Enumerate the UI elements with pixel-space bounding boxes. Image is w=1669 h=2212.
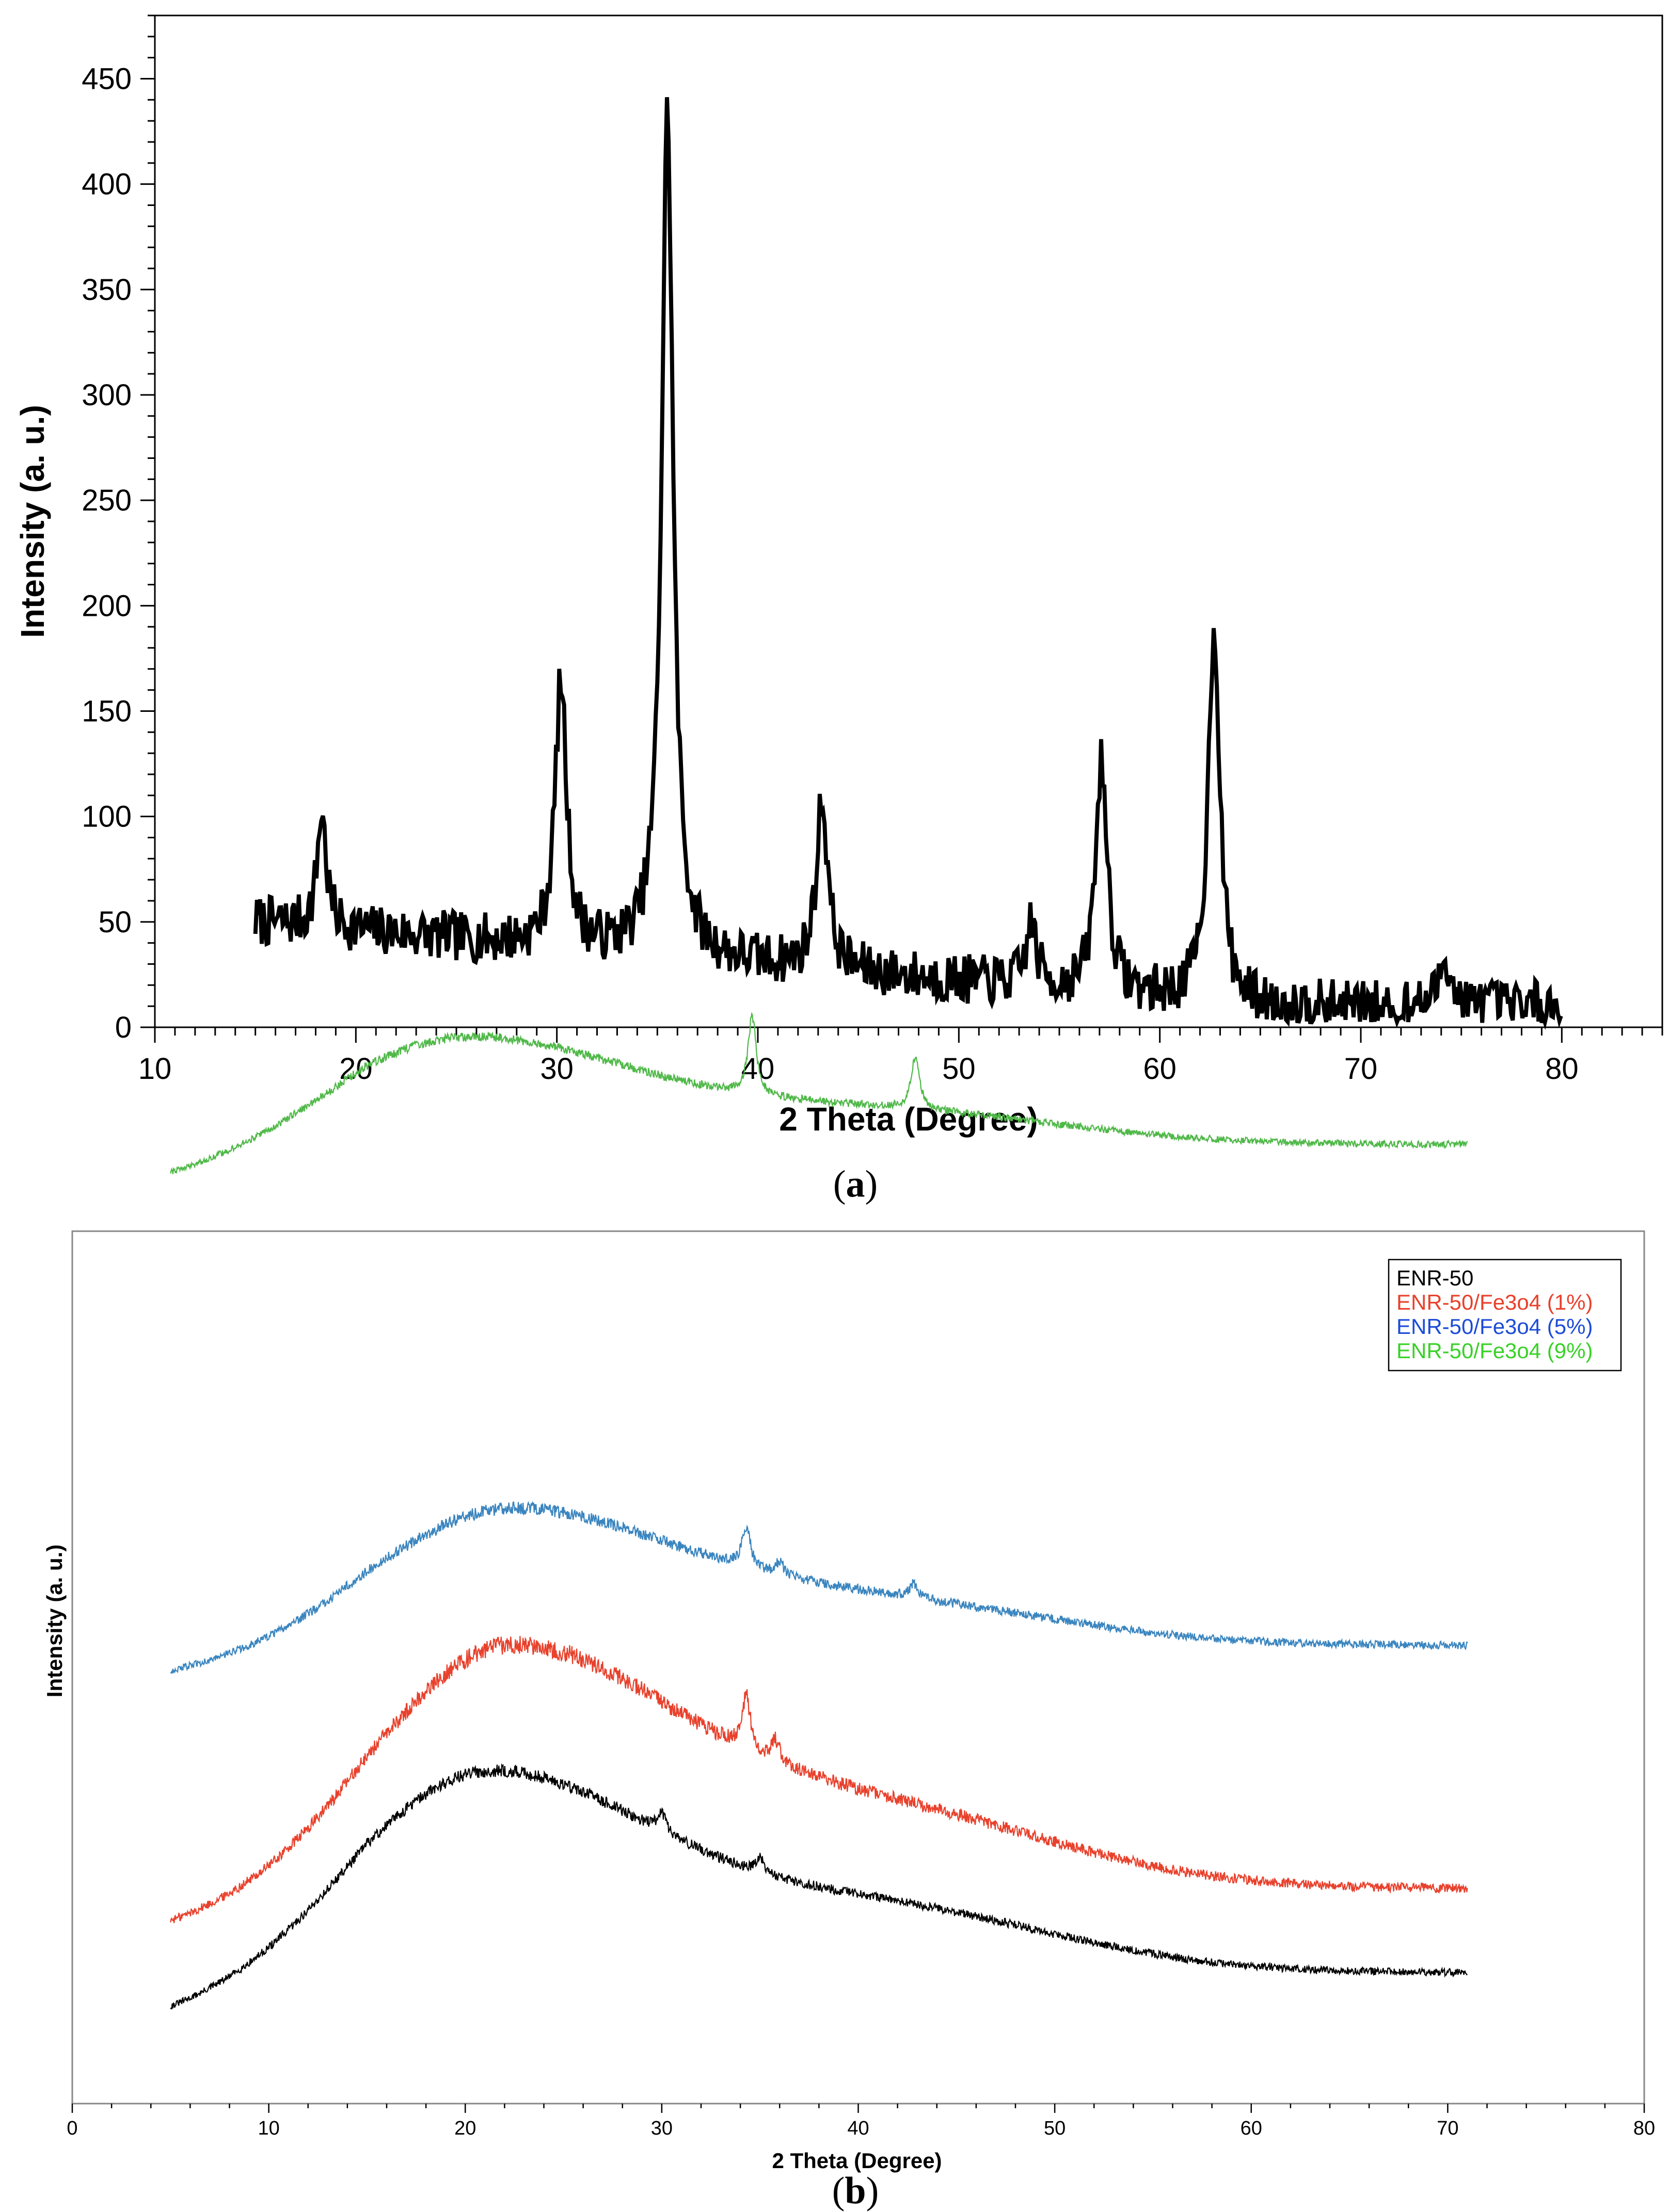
chart-a-ytick-label: 250	[82, 484, 132, 517]
legend-item-enr50-fe3o4-1pct: ENR-50/Fe3o4 (1%)	[1396, 1290, 1593, 1314]
series-line-0	[170, 1763, 1468, 2010]
caption-a-open: (	[833, 1163, 846, 1205]
legend-item-enr50: ENR-50	[1396, 1266, 1473, 1290]
chart-a-ytick-label: 200	[82, 589, 132, 623]
chart-a-xtick-label: 60	[1143, 1052, 1177, 1086]
caption-b-letter: b	[845, 2170, 866, 2212]
chart-a-ticks: 10 20 30 40 50 60 70 80050100150200250300350400…	[82, 14, 1663, 1086]
chart-b-xtick-label: 10	[258, 2118, 279, 2139]
chart-a-ytick-label: 50	[98, 905, 132, 939]
chart-a-xtick-label: 10	[138, 1052, 172, 1086]
chart-a-xlabel: 2 Theta (Degree)	[779, 1101, 1038, 1138]
legend-box	[1388, 1259, 1622, 1372]
legend-item-enr50-fe3o4-9pct: ENR-50/Fe3o4 (9%)	[1396, 1339, 1593, 1363]
series-line-1	[170, 1636, 1468, 1923]
chart-b-xtick-label: 60	[1241, 2118, 1262, 2139]
chart-b-xtick-label: 40	[847, 2118, 869, 2139]
caption-b-open: (	[832, 2170, 845, 2212]
caption-a-close: )	[865, 1163, 878, 1205]
caption-b: (b)	[832, 2170, 879, 2212]
chart-a-ytick-label: 0	[115, 1011, 132, 1044]
series-line-3	[170, 1012, 1468, 1174]
chart-b-legend: ENR-50 ENR-50/Fe3o4 (1%) ENR-50/Fe3o4 (5…	[1388, 1259, 1622, 1372]
chart-a-series	[253, 97, 1563, 1030]
chart-b-xtick-label: 0	[67, 2118, 77, 2139]
series-line-2	[170, 1501, 1468, 1674]
chart-b-xlabel: 2 Theta (Degree)	[772, 2149, 942, 2173]
series-line-fe3o4	[253, 97, 1563, 1030]
chart-b-xtick-label: 70	[1437, 2118, 1458, 2139]
chart-b-xtick-label: 80	[1633, 2118, 1655, 2139]
plot-frame-a	[154, 14, 1663, 1028]
chart-a: 10 20 30 40 50 60 70 80050100150200250300350400…	[14, 14, 1663, 1138]
chart-a-ytick-label: 150	[82, 695, 132, 728]
chart-a-ytick-label: 450	[82, 62, 132, 96]
caption-a: (a)	[833, 1163, 878, 1205]
chart-a-xtick-label: 30	[540, 1052, 574, 1086]
chart-b: 0 10 20 30 40 50 60 70 80 ENR-50 ENR-50/Fe3o4 (1…	[42, 1012, 1655, 2173]
caption-b-close: )	[866, 2170, 879, 2212]
legend-item-enr50-fe3o4-5pct: ENR-50/Fe3o4 (5%)	[1396, 1314, 1593, 1339]
caption-a-letter: a	[846, 1163, 865, 1205]
chart-b-xtick-label: 20	[454, 2118, 476, 2139]
chart-a-ytick-label: 100	[82, 800, 132, 834]
chart-a-xtick-label: 70	[1344, 1052, 1378, 1086]
chart-b-xtick-label: 50	[1044, 2118, 1066, 2139]
chart-a-ylabel: Intensity (a. u.)	[14, 405, 51, 638]
chart-a-ytick-label: 300	[82, 378, 132, 412]
chart-a-ytick-label: 400	[82, 168, 132, 201]
chart-b-ticks: 0 10 20 30 40 50 60 70 80	[67, 2104, 1655, 2139]
chart-b-series	[170, 1012, 1468, 2010]
chart-a-ytick-label: 350	[82, 273, 132, 307]
chart-a-xtick-label: 80	[1545, 1052, 1579, 1086]
chart-b-ylabel: Intensity (a. u.)	[42, 1545, 67, 1697]
chart-b-xtick-label: 30	[651, 2118, 673, 2139]
chart-a-xtick-label: 50	[942, 1052, 976, 1086]
